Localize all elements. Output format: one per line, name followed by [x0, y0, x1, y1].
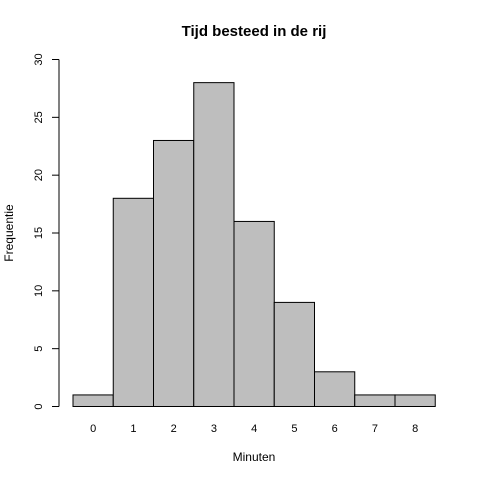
x-tick-label-0: 0: [90, 423, 96, 435]
x-tick-label-8: 8: [412, 423, 418, 435]
bar-1: [112, 197, 154, 407]
y-tick-label-0: 0: [33, 403, 45, 409]
y-tick-label-10: 10: [33, 285, 45, 297]
y-axis-label: Frequentie: [2, 204, 16, 262]
bar-0: [72, 394, 114, 407]
y-tick-label-15: 15: [33, 227, 45, 239]
x-tick-label-4: 4: [251, 423, 257, 435]
x-tick-label-1: 1: [130, 423, 136, 435]
chart-title: Tijd besteed in de rij: [182, 23, 327, 40]
x-tick-label-7: 7: [372, 423, 378, 435]
y-tick-label-30: 30: [33, 53, 45, 65]
bar-8: [394, 394, 436, 407]
x-tick-label-3: 3: [211, 423, 217, 435]
y-tick-label-25: 25: [33, 111, 45, 123]
x-tick-label-2: 2: [171, 423, 177, 435]
bar-5: [273, 301, 315, 407]
x-tick-labels: 0 1 2 3 4 5 6 7 8: [90, 423, 418, 435]
y-axis: 0 5 10 15 20 25 30: [33, 53, 60, 410]
y-tick-label-5: 5: [33, 346, 45, 352]
x-axis-label: Minuten: [233, 450, 276, 464]
bar-7: [354, 394, 396, 407]
bar-4: [233, 220, 275, 407]
bar-6: [314, 371, 356, 407]
bars-group: [72, 82, 436, 407]
bar-2: [153, 139, 195, 407]
bar-3: [193, 82, 235, 407]
y-tick-label-20: 20: [33, 169, 45, 181]
x-tick-label-5: 5: [291, 423, 297, 435]
x-tick-label-6: 6: [332, 423, 338, 435]
